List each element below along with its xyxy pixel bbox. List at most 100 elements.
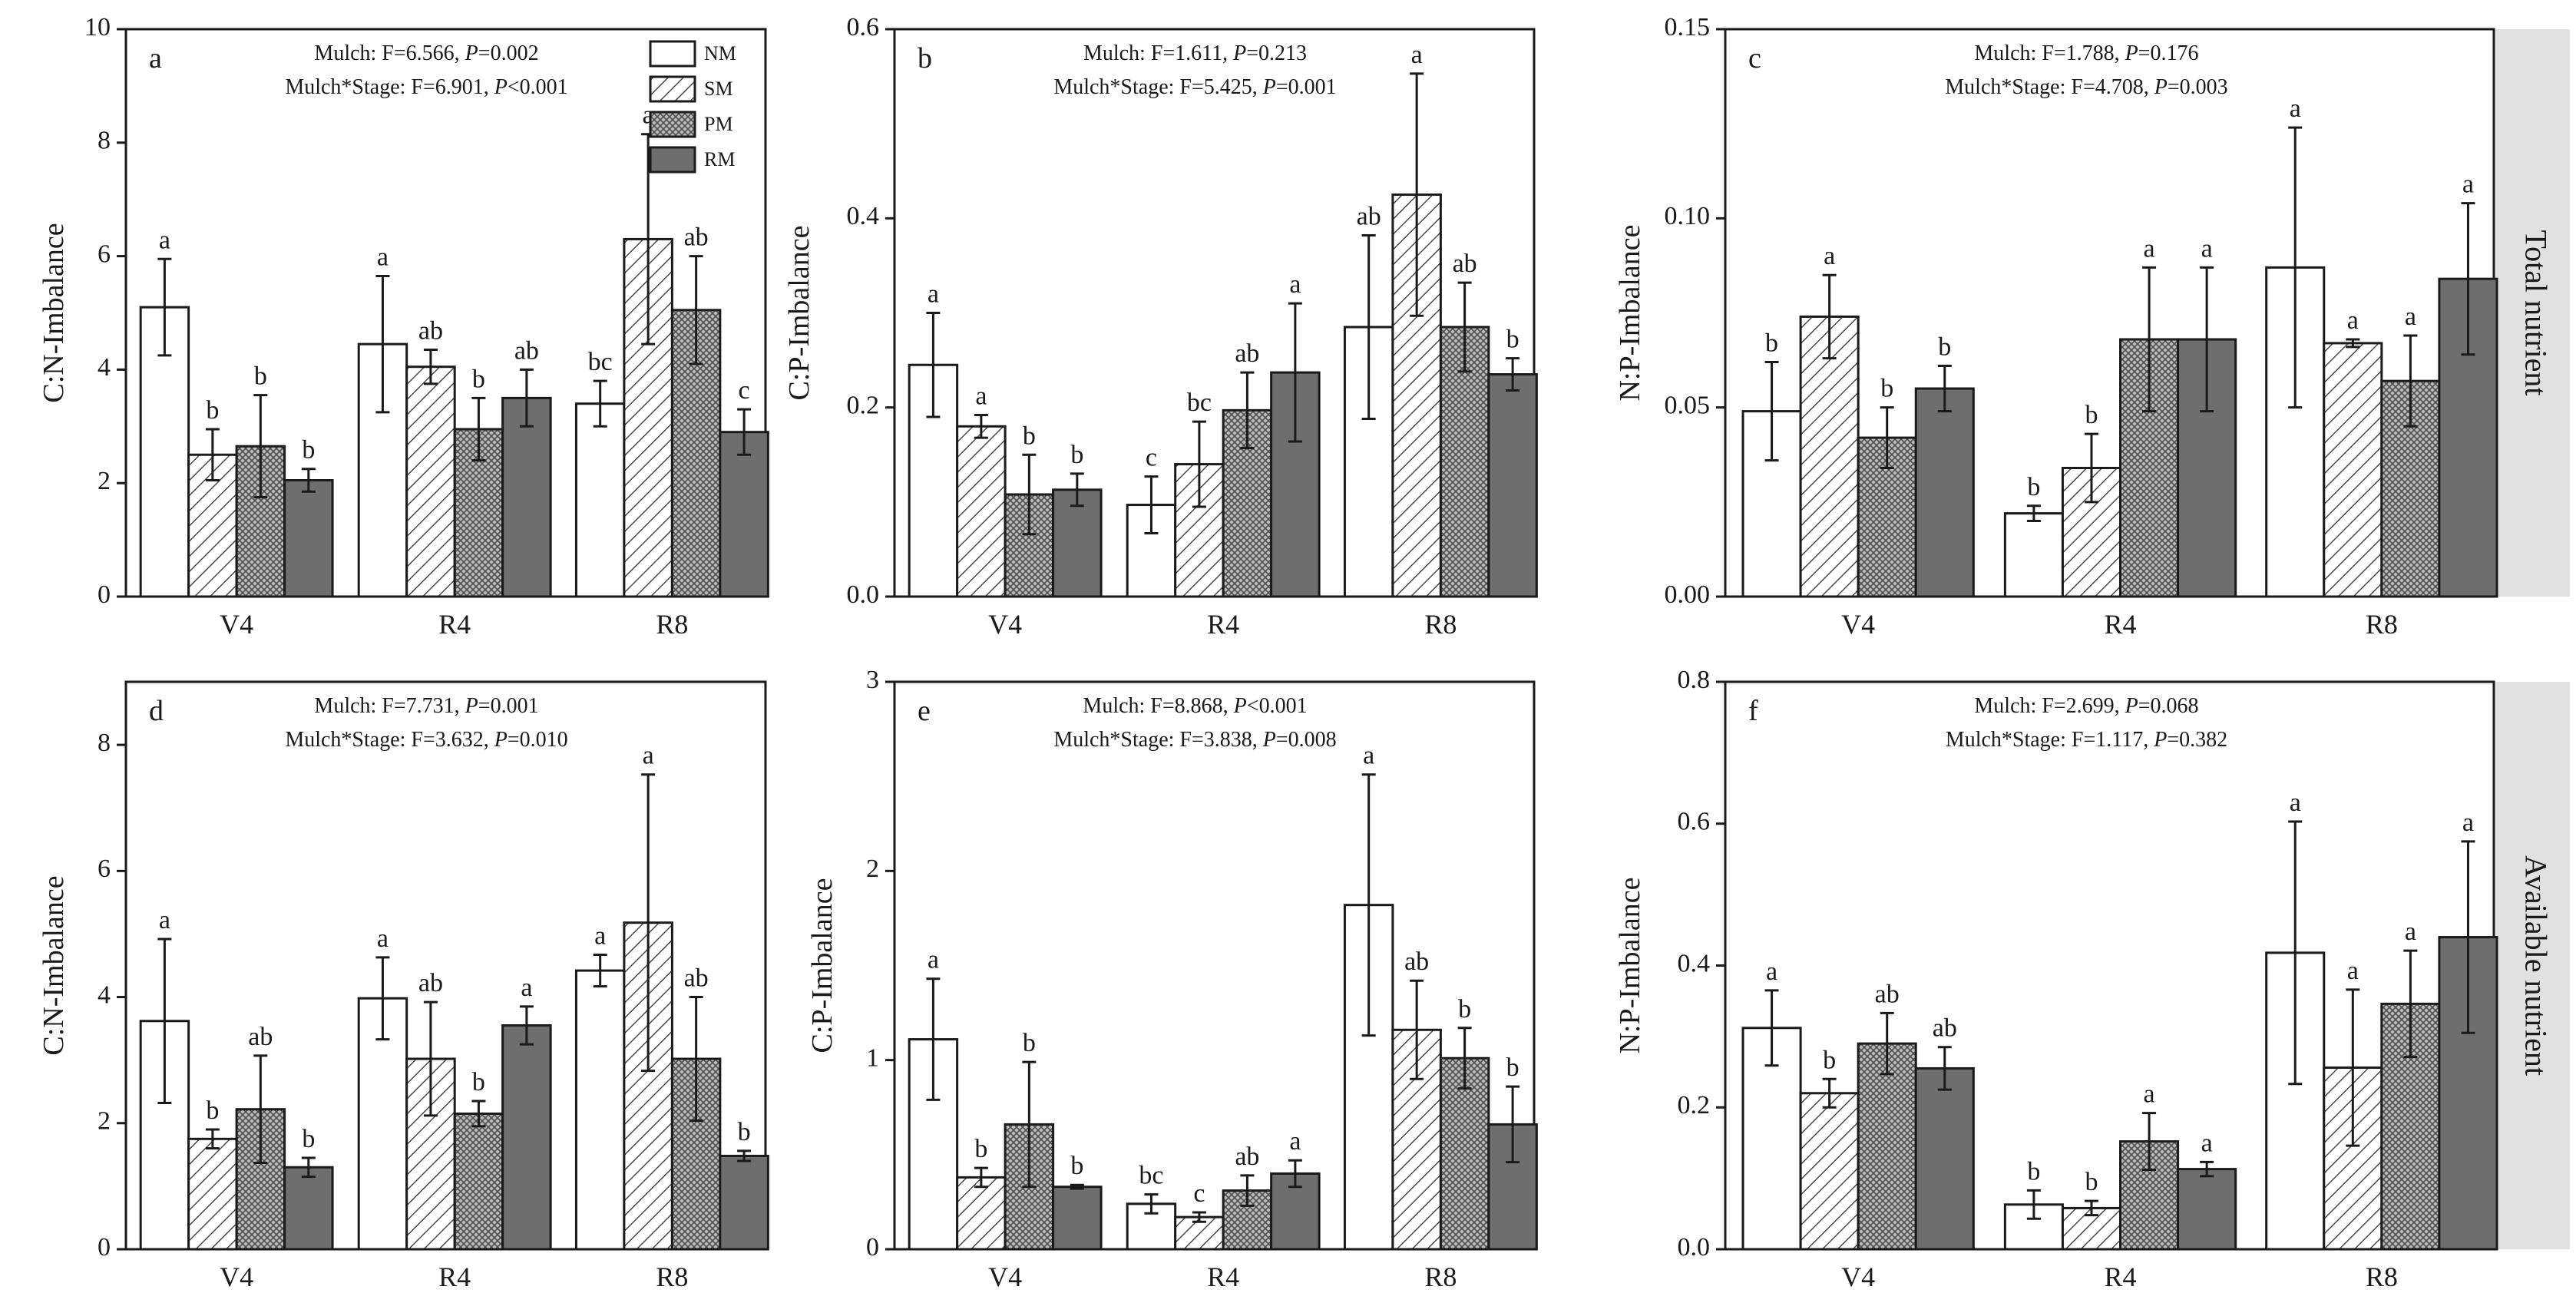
significance-letter: b: [1070, 1152, 1083, 1180]
x-tick-label: R8: [656, 609, 688, 640]
stats-p: P: [465, 41, 478, 65]
x-tick-label: R4: [2105, 609, 2137, 640]
y-tick-label: 2: [98, 467, 111, 495]
significance-letter: a: [1289, 1127, 1301, 1156]
stats-pre: Mulch*Stage: F=5.425,: [1053, 75, 1262, 99]
stats-text: Mulch: F=6.566, P=0.002: [314, 41, 538, 65]
legend-label: NM: [704, 42, 736, 64]
significance-letter: b: [2085, 401, 2098, 429]
significance-letter: a: [975, 382, 987, 411]
significance-letter: b: [2085, 1168, 2098, 1196]
significance-letter: a: [2201, 1129, 2213, 1157]
stats-pre: Mulch: F=7.731,: [314, 694, 465, 718]
legend-label: SM: [704, 78, 733, 100]
y-axis-label: C:P-Imbalance: [783, 226, 815, 401]
panel-letter: c: [1748, 42, 1761, 74]
stats-text: Mulch: F=1.788, P=0.176: [1974, 41, 2198, 65]
stats-post: =0.068: [2138, 694, 2199, 718]
y-tick-label: 0: [98, 580, 111, 609]
stats-p: P: [2153, 728, 2167, 752]
y-tick-label: 0: [866, 1233, 879, 1262]
stats-text: Mulch*Stage: F=6.901, P<0.001: [285, 75, 567, 99]
significance-letter: ab: [684, 223, 709, 252]
x-tick-label: V4: [1841, 1262, 1875, 1289]
significance-letter: bc: [588, 348, 613, 376]
y-tick-label: 2: [866, 855, 879, 883]
y-tick-label: 10: [84, 13, 111, 41]
significance-letter: a: [928, 280, 939, 309]
stats-p: P: [1232, 41, 1246, 65]
bar-nm: [908, 1038, 959, 1251]
y-tick-label: 0.15: [1665, 13, 1711, 41]
bar-pm: [1857, 1042, 1917, 1251]
bar-rm: [719, 431, 769, 598]
significance-letter: a: [2290, 789, 2301, 817]
panel-a: 0 2 4 6 8 10 C:N-Imbalance a Mulch: F=6.566, P=0…: [38, 13, 769, 640]
stats-text: Mulch*Stage: F=4.708, P=0.003: [1945, 75, 2227, 99]
x-tick-label: V4: [220, 1262, 253, 1289]
stats-pre: Mulch*Stage: F=4.708,: [1945, 75, 2154, 99]
row-band-background: [2495, 682, 2570, 1249]
bar-rm: [719, 1154, 769, 1251]
x-tick-label: R4: [2105, 1262, 2137, 1289]
legend-swatch-pm: [649, 111, 696, 138]
significance-letter: b: [1938, 332, 1951, 361]
bar-rm: [1914, 1066, 1975, 1251]
panel-letter: b: [918, 42, 932, 74]
bar-rm: [501, 396, 552, 598]
stats-post: =0.001: [478, 694, 539, 718]
y-tick-label: 0.8: [1678, 666, 1711, 694]
significance-letter: b: [206, 1096, 219, 1125]
stats-text: Mulch: F=7.731, P=0.001: [314, 694, 538, 718]
y-tick-label: 0.6: [1678, 808, 1711, 836]
y-tick-label: 2: [98, 1107, 111, 1136]
y-tick-label: 0.10: [1665, 202, 1711, 230]
stats-post: =0.008: [1276, 728, 1337, 752]
bar-rm: [1052, 1186, 1103, 1251]
significance-letter: b: [1506, 1053, 1519, 1082]
y-tick-label: 6: [98, 240, 111, 268]
legend-swatch-rm: [649, 146, 696, 174]
significance-letter: b: [472, 1068, 485, 1096]
significance-letter: ab: [248, 1023, 273, 1051]
x-tick-label: R8: [2366, 609, 2398, 640]
y-axis-label: N:P-Imbalance: [1614, 224, 1646, 401]
stats-pre: Mulch: F=1.611,: [1083, 41, 1233, 65]
stats-post: =0.001: [1276, 75, 1337, 99]
stats-post: =0.002: [478, 41, 539, 65]
x-tick-label: R8: [1424, 1262, 1457, 1289]
bar-nm: [574, 969, 626, 1251]
panel-letter: e: [918, 695, 931, 727]
y-tick-label: 8: [98, 127, 111, 155]
bar-rm: [283, 479, 334, 598]
stats-post: =0.176: [2138, 41, 2199, 65]
stats-pre: Mulch: F=6.566,: [314, 41, 465, 65]
significance-letter: a: [2290, 94, 2301, 123]
significance-letter: b: [738, 1118, 751, 1146]
stats-pre: Mulch*Stage: F=1.117,: [1946, 728, 2154, 752]
significance-letter: a: [159, 226, 170, 254]
stats-pre: Mulch*Stage: F=6.901,: [285, 75, 494, 99]
significance-letter: a: [2201, 234, 2213, 263]
y-axis-label: C:N-Imbalance: [38, 223, 70, 402]
stats-p: P: [1233, 694, 1247, 718]
panel-f: 0.0 0.2 0.4 0.6 0.8 N:P-Imbalance f Mulch: F=2.…: [1614, 666, 2498, 1292]
significance-letter: a: [2144, 234, 2155, 263]
bar-nm: [2003, 512, 2064, 598]
y-tick-label: 4: [98, 353, 111, 382]
row-label: Available nutrient: [2518, 855, 2553, 1076]
significance-letter: c: [1193, 1179, 1205, 1208]
significance-letter: b: [2027, 1157, 2040, 1186]
significance-letter: a: [928, 946, 939, 974]
y-axis-label: N:P-Imbalance: [1614, 877, 1646, 1053]
significance-letter: ab: [418, 969, 443, 997]
significance-letter: b: [302, 1125, 315, 1153]
y-tick-label: 6: [98, 855, 111, 883]
y-tick-label: 0: [98, 1233, 111, 1262]
significance-letter: ab: [684, 964, 709, 993]
significance-letter: ab: [1933, 1014, 1957, 1043]
legend-swatch-sm: [649, 75, 696, 103]
significance-letter: ab: [1235, 1143, 1259, 1171]
